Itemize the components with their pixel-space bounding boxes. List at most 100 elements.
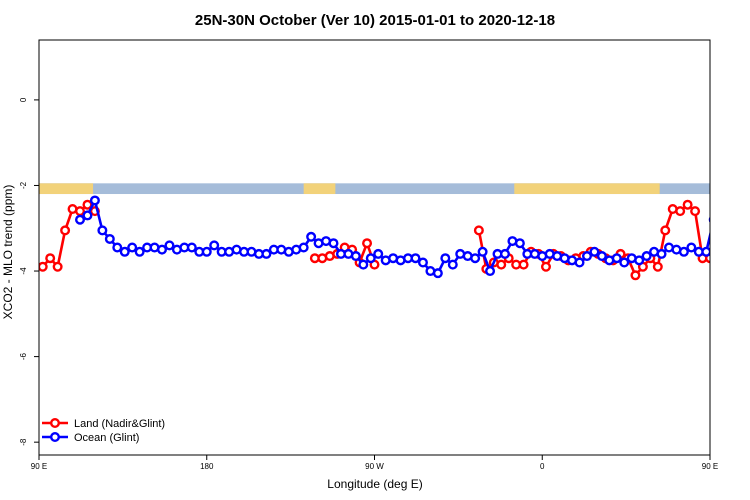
data-point (485, 266, 496, 277)
data-point (447, 259, 458, 270)
data-point (358, 259, 369, 270)
data-point (660, 225, 671, 236)
data-point (75, 206, 86, 217)
data-point (518, 259, 529, 270)
data-point (740, 235, 748, 243)
data-point (164, 240, 175, 251)
data-point (721, 250, 729, 258)
data-point (350, 251, 361, 262)
data-point (725, 197, 733, 205)
data-point (678, 246, 689, 257)
data-point (52, 261, 63, 272)
data-point (298, 242, 309, 253)
data-point (630, 270, 641, 281)
data-point (596, 251, 607, 262)
data-point (686, 242, 697, 253)
data-point (60, 225, 71, 236)
data-point (652, 261, 663, 272)
legend-marker (50, 432, 61, 443)
data-point (634, 255, 645, 266)
x-axis-label: Longitude (deg E) (327, 477, 422, 491)
data-series (39, 195, 750, 281)
legend-label: Ocean (Glint) (74, 432, 139, 444)
data-point (75, 214, 86, 225)
data-point (477, 246, 488, 257)
y-tick-label: -2 (19, 181, 28, 189)
data-point (682, 199, 693, 210)
land-ocean-band (39, 183, 710, 195)
data-point (729, 244, 737, 252)
land-band-segment (514, 183, 660, 195)
x-tick-label: 0 (540, 462, 545, 471)
data-point (690, 206, 701, 217)
data-point (743, 259, 750, 267)
data-point (732, 227, 740, 235)
axes: 90 E 180 90 W 0 90 E 0 -2 -4 -6 -8 (19, 97, 718, 471)
data-point (328, 238, 339, 249)
data-point (736, 246, 744, 254)
data-point (611, 253, 622, 264)
data-point (514, 238, 525, 249)
data-point (261, 248, 272, 259)
data-point (373, 248, 384, 259)
plot-frame (38, 39, 711, 456)
data-point (112, 242, 123, 253)
data-point (201, 246, 212, 257)
data-point (656, 248, 667, 259)
data-point (417, 257, 428, 268)
data-point (119, 246, 130, 257)
y-tick-label: -6 (19, 352, 28, 360)
data-point (675, 206, 686, 217)
y-axis-label: XCO2 - MLO trend (ppm) (1, 185, 15, 320)
data-point (186, 242, 197, 253)
x-tick-label: 90 W (365, 462, 384, 471)
data-point (641, 251, 652, 262)
x-tick-label: 90 E (702, 462, 718, 471)
data-point (470, 253, 481, 264)
land-band-segment (303, 183, 336, 195)
legend-marker (50, 418, 61, 429)
data-point (496, 259, 507, 270)
data-point (473, 225, 484, 236)
data-point (89, 195, 100, 206)
data-point (714, 252, 722, 260)
y-tick-label: -8 (19, 438, 28, 446)
data-point (708, 216, 710, 224)
data-point (365, 253, 376, 264)
data-point (82, 210, 93, 221)
x-tick-label: 180 (200, 462, 214, 471)
data-point (619, 257, 630, 268)
y-tick-label: 0 (19, 97, 28, 102)
data-point (362, 238, 373, 249)
series-1 (75, 195, 748, 279)
data-point (540, 261, 551, 272)
data-point (134, 246, 145, 257)
data-point (157, 244, 168, 255)
data-point (39, 261, 48, 272)
data-point (97, 225, 108, 236)
data-point (440, 253, 451, 264)
land-band-segment (39, 183, 94, 195)
data-point (581, 251, 592, 262)
series-0 (39, 199, 750, 281)
x-tick-label: 90 E (31, 462, 47, 471)
data-point (45, 253, 56, 264)
data-point (104, 233, 115, 244)
data-point (410, 253, 421, 264)
chart-title: 25N-30N October (Ver 10) 2015-01-01 to 2… (195, 12, 555, 29)
data-point (306, 231, 317, 242)
data-point (82, 199, 93, 210)
data-point (499, 248, 510, 259)
ocean-band (39, 183, 710, 195)
y-tick-label: -4 (19, 267, 28, 275)
legend-label: Land (Nadir&Glint) (74, 418, 165, 430)
data-point (701, 246, 710, 257)
data-point (589, 246, 600, 257)
data-point (717, 212, 725, 220)
data-point (209, 240, 220, 251)
legend: Land (Nadir&Glint) Ocean (Glint) (42, 418, 165, 444)
data-point (432, 268, 443, 279)
data-point (574, 257, 585, 268)
data-point (127, 242, 138, 253)
